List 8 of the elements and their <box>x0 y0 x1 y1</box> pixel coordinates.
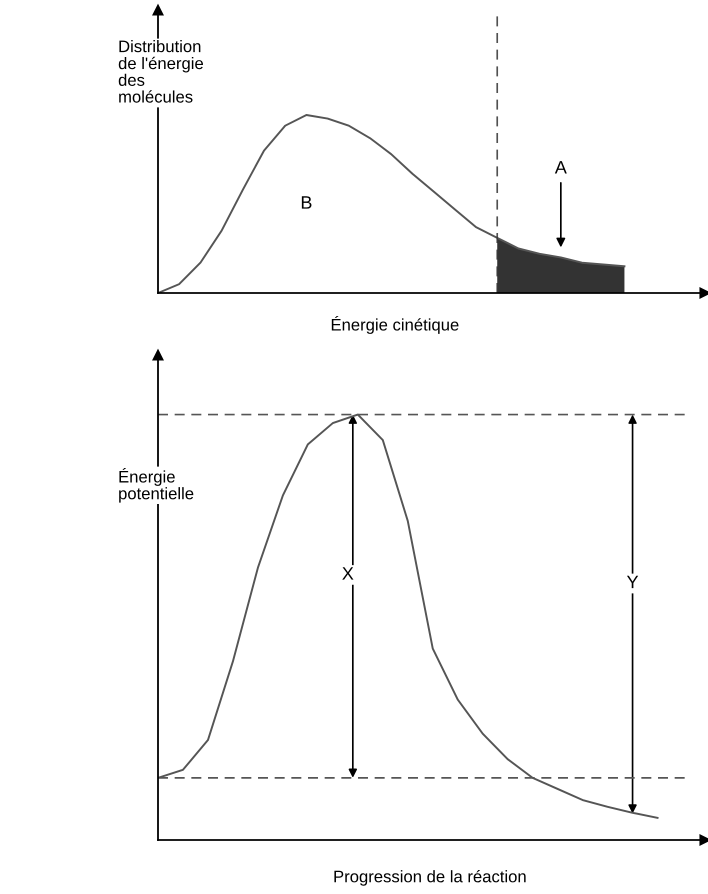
annotation: Y <box>626 576 638 588</box>
y-axis-title: Distribution de l'énergie des molécules <box>118 40 203 103</box>
x-axis-title: Progression de la réaction <box>334 870 526 886</box>
annotation: A <box>554 161 567 174</box>
annotation: B <box>302 196 312 209</box>
y-axis-title: Énergie potentielle <box>119 468 194 503</box>
x-axis-title: Énergie cinétique <box>332 316 459 334</box>
annotation: X <box>342 567 354 580</box>
